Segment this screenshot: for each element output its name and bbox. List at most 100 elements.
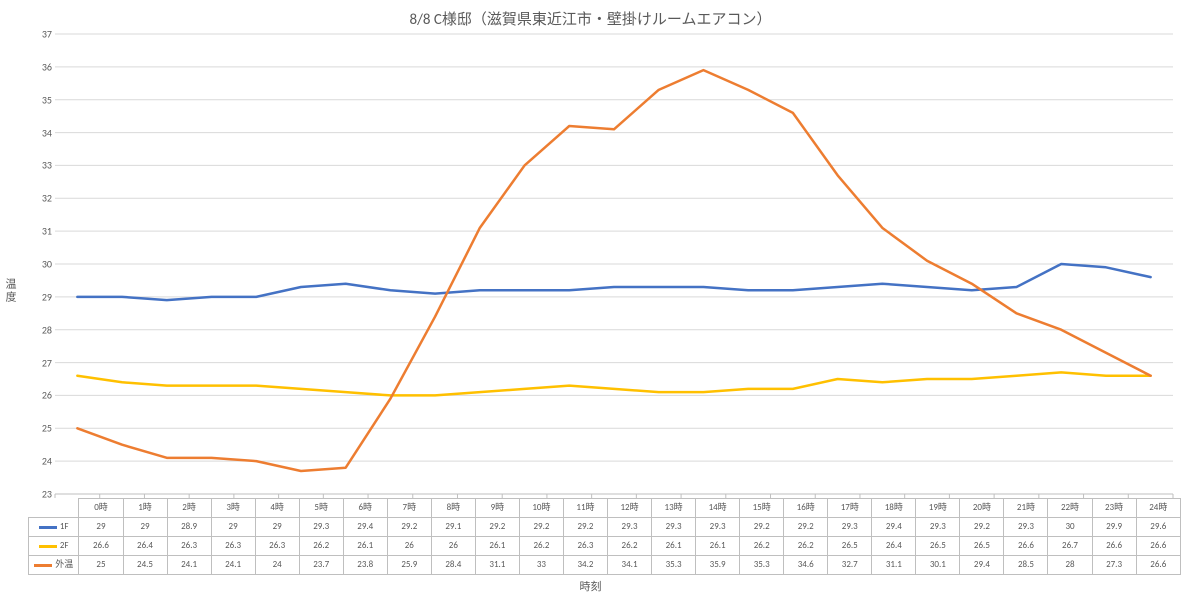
table-cell: 30: [1048, 518, 1092, 537]
table-cell: 23.8: [343, 556, 387, 575]
table-category-header: 2時: [167, 499, 211, 518]
table-cell: 30.1: [916, 556, 960, 575]
table-cell: 28: [1048, 556, 1092, 575]
table-cell: 26.1: [343, 537, 387, 556]
table-category-header: 14時: [696, 499, 740, 518]
table-category-header: 16時: [784, 499, 828, 518]
table-cell: 28.4: [431, 556, 475, 575]
table-cell: 26.6: [1136, 537, 1180, 556]
table-category-header: 22時: [1048, 499, 1092, 518]
table-cell: 34.1: [608, 556, 652, 575]
table-cell: 29: [211, 518, 255, 537]
table-category-header: 0時: [79, 499, 123, 518]
table-cell: 29.3: [828, 518, 872, 537]
table-cell: 26.2: [740, 537, 784, 556]
y-tick-label: 32: [42, 192, 52, 205]
table-cell: 35.3: [740, 556, 784, 575]
series-name-cell: 1F: [29, 518, 79, 537]
y-tick-label: 25: [42, 422, 52, 435]
table-cell: 26.2: [299, 537, 343, 556]
table-cell: 29.2: [519, 518, 563, 537]
table-category-header: 20時: [960, 499, 1004, 518]
y-tick-label: 28: [42, 323, 52, 336]
y-axis-title: 温度: [2, 278, 18, 304]
table-category-header: 24時: [1136, 499, 1180, 518]
table-cell: 26.2: [519, 537, 563, 556]
table-cell: 25: [79, 556, 123, 575]
table-cell: 29.3: [299, 518, 343, 537]
table-cell: 26.3: [167, 537, 211, 556]
table-cell: 29.1: [431, 518, 475, 537]
table-cell: 24: [255, 556, 299, 575]
table-cell: 26.4: [123, 537, 167, 556]
y-tick-labels: 232425262728293031323334353637: [28, 34, 52, 494]
table-category-header: 1時: [123, 499, 167, 518]
table-cell: 26.3: [563, 537, 607, 556]
table-category-header: 6時: [343, 499, 387, 518]
table-cell: 29.3: [652, 518, 696, 537]
y-tick-label: 27: [42, 356, 52, 369]
table-cell: 26: [431, 537, 475, 556]
table-header-row: 0時1時2時3時4時5時6時7時8時9時10時11時12時13時14時15時16…: [29, 499, 1181, 518]
table-cell: 26.2: [784, 537, 828, 556]
table-cell: 26.3: [211, 537, 255, 556]
table-cell: 29.2: [563, 518, 607, 537]
table-cell: 29.3: [916, 518, 960, 537]
table-category-header: 11時: [563, 499, 607, 518]
table-category-header: 17時: [828, 499, 872, 518]
y-tick-label: 36: [42, 60, 52, 73]
y-tick-label: 31: [42, 225, 52, 238]
table-cell: 29: [79, 518, 123, 537]
table-cell: 28.9: [167, 518, 211, 537]
data-table: 0時1時2時3時4時5時6時7時8時9時10時11時12時13時14時15時16…: [28, 498, 1181, 575]
table-cell: 29.4: [960, 556, 1004, 575]
table-cell: 28.5: [1004, 556, 1048, 575]
plot-svg: [55, 34, 1173, 494]
table-cell: 29.2: [784, 518, 828, 537]
table-category-header: 10時: [519, 499, 563, 518]
table-cell: 25.9: [387, 556, 431, 575]
series-name-cell: 外温: [29, 556, 79, 575]
table-category-header: 3時: [211, 499, 255, 518]
table-cell: 29.6: [1136, 518, 1180, 537]
series-name-label: 外温: [55, 558, 73, 572]
series-name-label: 1F: [60, 520, 69, 534]
y-tick-label: 35: [42, 93, 52, 106]
table-row: 2F26.626.426.326.326.326.226.1262626.126…: [29, 537, 1181, 556]
table-cell: 29.9: [1092, 518, 1136, 537]
table-cell: 24.1: [211, 556, 255, 575]
table-cell: 29: [255, 518, 299, 537]
table-cell: 29: [123, 518, 167, 537]
table-cell: 29.3: [696, 518, 740, 537]
series-name-cell: 2F: [29, 537, 79, 556]
table-category-header: 18時: [872, 499, 916, 518]
table-category-header: 9時: [475, 499, 519, 518]
series-name-label: 2F: [60, 539, 69, 553]
table-category-header: 23時: [1092, 499, 1136, 518]
table-category-header: 4時: [255, 499, 299, 518]
table-cell: 35.9: [696, 556, 740, 575]
x-axis-title: 時刻: [0, 578, 1181, 594]
table-cell: 26.1: [696, 537, 740, 556]
table-cell: 34.6: [784, 556, 828, 575]
table-cell: 26.5: [916, 537, 960, 556]
y-tick-label: 24: [42, 455, 52, 468]
table-cell: 26.1: [652, 537, 696, 556]
table-cell: 23.7: [299, 556, 343, 575]
series-line-2F: [77, 372, 1150, 395]
table-cell: 29.4: [872, 518, 916, 537]
table-cell: 29.2: [475, 518, 519, 537]
table-cell: 26.6: [1092, 537, 1136, 556]
table-category-header: 19時: [916, 499, 960, 518]
table-cell: 26.5: [960, 537, 1004, 556]
chart-container: 8/8 C様邸（滋賀県東近江市・壁掛けルームエアコン） 温度 232425262…: [0, 0, 1181, 600]
plot-area: [55, 34, 1173, 494]
table-cell: 26.6: [1004, 537, 1048, 556]
table-category-header: 21時: [1004, 499, 1048, 518]
table-cell: 29.2: [387, 518, 431, 537]
y-tick-label: 26: [42, 389, 52, 402]
table-cell: 26.6: [79, 537, 123, 556]
table-cell: 33: [519, 556, 563, 575]
y-tick-label: 34: [42, 126, 52, 139]
table-cell: 29.3: [1004, 518, 1048, 537]
